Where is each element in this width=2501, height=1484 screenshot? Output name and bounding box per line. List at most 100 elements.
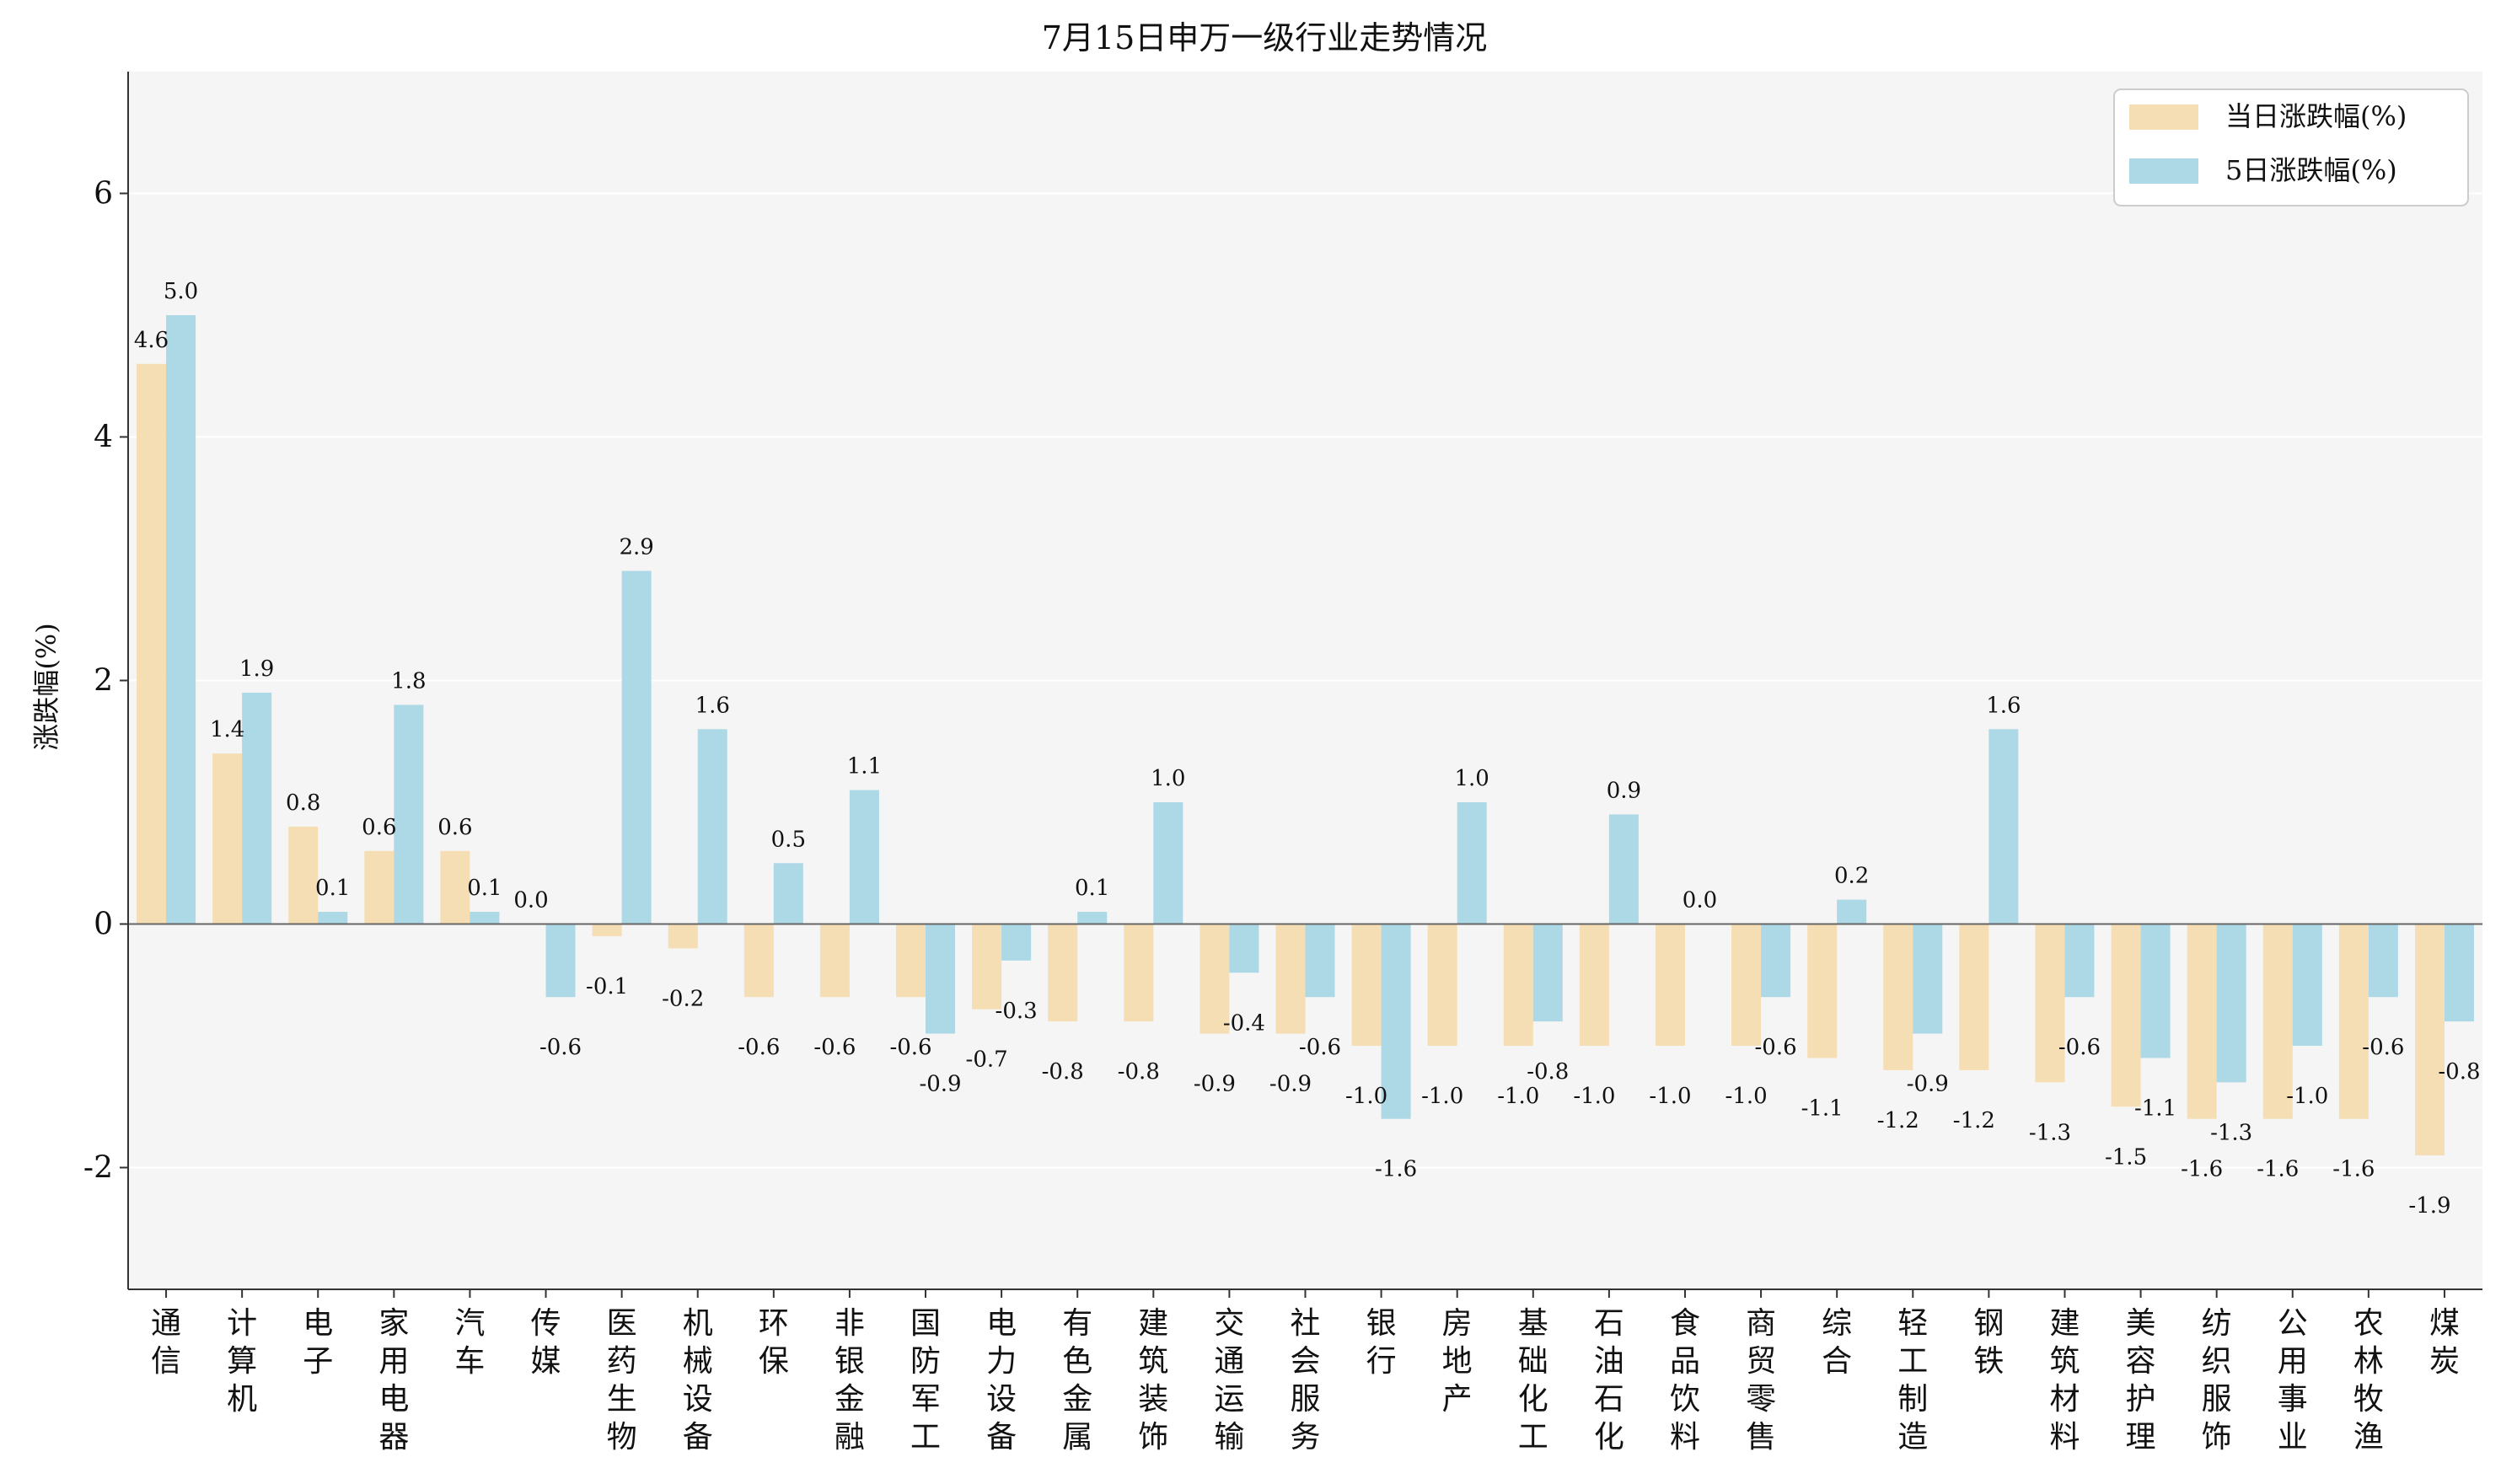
x-tick-label: 传媒 <box>531 1306 561 1379</box>
data-label: -0.7 <box>966 1047 1008 1073</box>
bar <box>1608 814 1639 924</box>
data-label: -1.0 <box>1573 1084 1615 1109</box>
bar <box>2216 924 2246 1083</box>
data-label: -0.9 <box>919 1072 961 1097</box>
bar <box>1124 924 1154 1022</box>
data-label: -1.0 <box>2286 1084 2328 1109</box>
bar <box>2292 924 2322 1046</box>
x-tick-label: 综合 <box>1822 1306 1852 1379</box>
legend-label-daily: 当日涨跌幅(%) <box>2225 100 2407 132</box>
y-tick-label: 6 <box>94 177 113 212</box>
x-tick-label: 农林牧渔 <box>2353 1306 2384 1455</box>
y-axis-label: 涨跌幅(%) <box>30 623 62 750</box>
bar <box>2140 924 2171 1058</box>
data-label: -0.9 <box>1907 1072 1949 1097</box>
x-tick-label: 建筑装饰 <box>1138 1306 1168 1455</box>
bar <box>1077 912 1108 924</box>
bar <box>166 315 196 924</box>
data-label: 1.0 <box>1151 766 1185 791</box>
bar <box>1427 924 1457 1046</box>
x-tick-label: 纺织服饰 <box>2202 1306 2232 1455</box>
data-label: -1.2 <box>1877 1108 1919 1133</box>
x-tick-label: 建筑材料 <box>2049 1306 2080 1455</box>
bar <box>1959 924 1989 1070</box>
bar <box>1503 924 1533 1046</box>
y-tick-label: 2 <box>94 664 113 699</box>
data-label: -0.4 <box>1223 1010 1265 1036</box>
y-tick-label: 4 <box>94 421 113 455</box>
data-label: -1.0 <box>1497 1084 1539 1109</box>
bar <box>2444 924 2474 1022</box>
x-tick-label: 环保 <box>759 1306 789 1379</box>
data-label: -0.8 <box>1118 1059 1160 1085</box>
data-label: 0.2 <box>1834 864 1869 889</box>
x-tick-label: 有色金属 <box>1062 1306 1092 1455</box>
x-tick-label: 商贸零售 <box>1746 1306 1776 1455</box>
data-label: -1.1 <box>2134 1096 2176 1121</box>
bar <box>1048 924 1078 1022</box>
legend: 当日涨跌幅(%) 5日涨跌幅(%) <box>2113 88 2469 206</box>
bar <box>743 924 774 998</box>
data-label: 0.1 <box>467 876 502 901</box>
x-tick-label: 房地产 <box>1442 1306 1473 1417</box>
x-tick-label: 汽车 <box>454 1306 485 1379</box>
bar <box>1579 924 1609 1046</box>
data-label: -1.2 <box>1953 1108 1995 1133</box>
x-tick-label: 国防军工 <box>910 1306 941 1455</box>
legend-swatch-daily <box>2129 104 2198 130</box>
bar <box>2111 924 2141 1107</box>
data-label: -0.6 <box>889 1035 931 1060</box>
bar <box>212 753 243 924</box>
data-label: -1.6 <box>2332 1157 2375 1182</box>
bar <box>773 863 803 924</box>
bar <box>1001 924 1032 961</box>
bar <box>2368 924 2398 998</box>
bar <box>1532 924 1563 1022</box>
data-label: -1.3 <box>2029 1120 2071 1145</box>
x-tick-label: 医药生物 <box>607 1306 637 1455</box>
bar <box>470 912 500 924</box>
data-label: -0.6 <box>813 1035 856 1060</box>
bar <box>592 924 622 936</box>
data-labels: 4.6 1.4 0.8 0.6 0.6 0.0 -0.1 -0.2 -0.6 -0.6 -0.6 -0… <box>134 279 2481 1219</box>
data-label: -0.6 <box>738 1035 780 1060</box>
bar <box>1655 924 1685 1046</box>
data-label: -0.6 <box>2362 1035 2404 1060</box>
data-label: 1.6 <box>1986 693 2021 718</box>
data-label: -0.6 <box>1755 1035 1797 1060</box>
data-label: -1.5 <box>2105 1144 2147 1170</box>
bar <box>2064 924 2095 998</box>
y-tick-label: 0 <box>94 908 113 942</box>
data-label: -1.3 <box>2210 1120 2252 1145</box>
bar <box>1761 924 1791 998</box>
data-label: 0.5 <box>771 827 806 852</box>
data-label: 4.6 <box>134 328 169 353</box>
data-label: -0.1 <box>586 974 628 999</box>
bar <box>849 790 879 924</box>
x-tick-label: 钢铁 <box>1973 1306 2004 1379</box>
bar <box>394 704 424 924</box>
bar <box>318 912 348 924</box>
bar <box>364 850 394 924</box>
data-label: -1.6 <box>1375 1157 1417 1182</box>
bar <box>1731 924 1762 1046</box>
bar <box>1305 924 1335 998</box>
bar <box>1153 802 1183 924</box>
data-label: 1.4 <box>210 717 244 742</box>
data-label: -1.1 <box>1801 1096 1844 1121</box>
bar <box>2414 924 2445 1156</box>
data-label: -1.9 <box>2408 1193 2450 1219</box>
data-label: 5.0 <box>164 279 198 304</box>
legend-swatch-5day <box>2129 158 2198 184</box>
chart-title: 7月15日申万一级行业走势情况 <box>1042 19 1488 56</box>
data-label: 1.1 <box>847 754 882 780</box>
bar <box>1807 924 1838 1058</box>
data-label: -0.6 <box>539 1035 582 1060</box>
x-tick-label: 通信 <box>151 1306 181 1379</box>
x-tick-label: 基础化工 <box>1518 1306 1548 1455</box>
data-label: 2.9 <box>619 534 653 560</box>
bar <box>1913 924 1943 1034</box>
bar <box>1275 924 1306 1034</box>
x-tick-label: 电子 <box>303 1306 333 1379</box>
